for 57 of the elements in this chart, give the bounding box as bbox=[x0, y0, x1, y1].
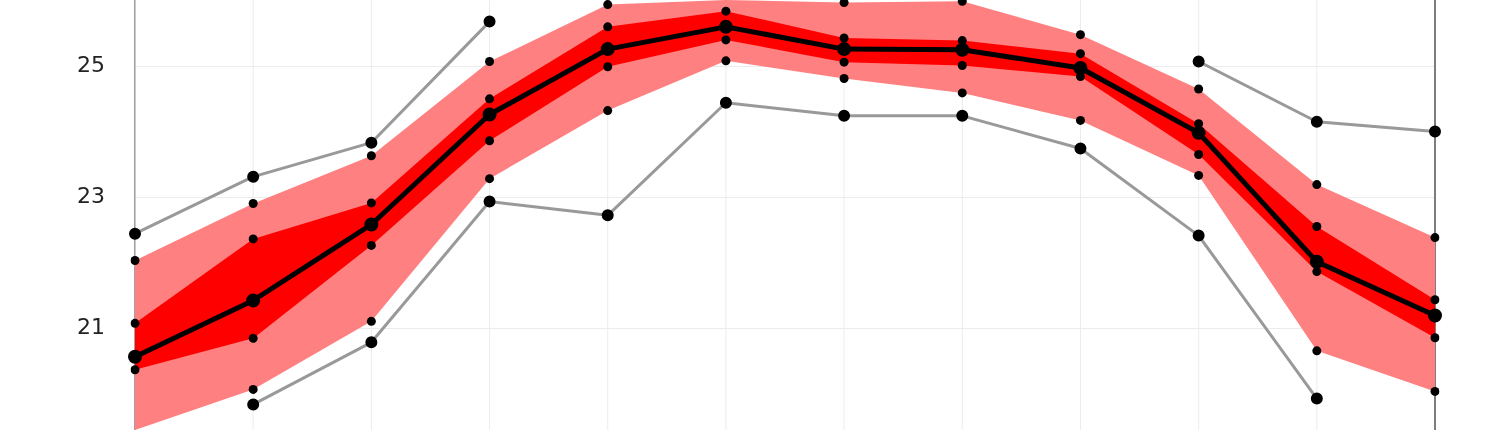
point bbox=[248, 333, 258, 343]
point bbox=[248, 384, 258, 394]
point bbox=[1430, 333, 1440, 343]
point bbox=[130, 365, 140, 375]
point bbox=[366, 240, 376, 250]
point bbox=[485, 57, 495, 67]
point bbox=[130, 255, 140, 265]
point bbox=[130, 318, 140, 328]
y-tick-label: 21 bbox=[77, 314, 105, 340]
point bbox=[1309, 254, 1324, 269]
point bbox=[1075, 49, 1085, 59]
point bbox=[839, 0, 849, 8]
point bbox=[485, 174, 495, 184]
point bbox=[603, 106, 613, 116]
point bbox=[482, 107, 497, 122]
point bbox=[721, 6, 731, 16]
point bbox=[1430, 295, 1440, 305]
point bbox=[600, 42, 615, 57]
point bbox=[364, 217, 379, 232]
point bbox=[837, 42, 852, 57]
point bbox=[248, 199, 258, 209]
point bbox=[1194, 170, 1204, 180]
point bbox=[957, 88, 967, 98]
point bbox=[1430, 233, 1440, 243]
point bbox=[485, 94, 495, 104]
point bbox=[721, 35, 731, 45]
point bbox=[1191, 125, 1206, 140]
point bbox=[1073, 61, 1088, 76]
point bbox=[1194, 149, 1204, 159]
point bbox=[248, 234, 258, 244]
point bbox=[1312, 180, 1322, 190]
y-tick-label: 25 bbox=[77, 52, 105, 78]
point bbox=[366, 316, 376, 326]
point bbox=[603, 0, 613, 10]
point bbox=[721, 56, 731, 66]
point bbox=[1428, 308, 1442, 323]
point bbox=[839, 57, 849, 67]
point bbox=[718, 19, 733, 34]
point bbox=[1312, 346, 1322, 356]
y-tick-label: 23 bbox=[77, 183, 105, 209]
point bbox=[246, 293, 261, 308]
point bbox=[839, 33, 849, 43]
point bbox=[1312, 267, 1322, 277]
point bbox=[1075, 115, 1085, 125]
point bbox=[839, 74, 849, 84]
point bbox=[603, 22, 613, 32]
point bbox=[1312, 221, 1322, 231]
point bbox=[603, 62, 613, 72]
point bbox=[1075, 30, 1085, 40]
point bbox=[957, 60, 967, 70]
point bbox=[366, 198, 376, 208]
point bbox=[366, 151, 376, 161]
point bbox=[1430, 386, 1440, 396]
point bbox=[128, 349, 142, 364]
point bbox=[955, 42, 970, 57]
point bbox=[1194, 84, 1204, 94]
point bbox=[485, 136, 495, 146]
